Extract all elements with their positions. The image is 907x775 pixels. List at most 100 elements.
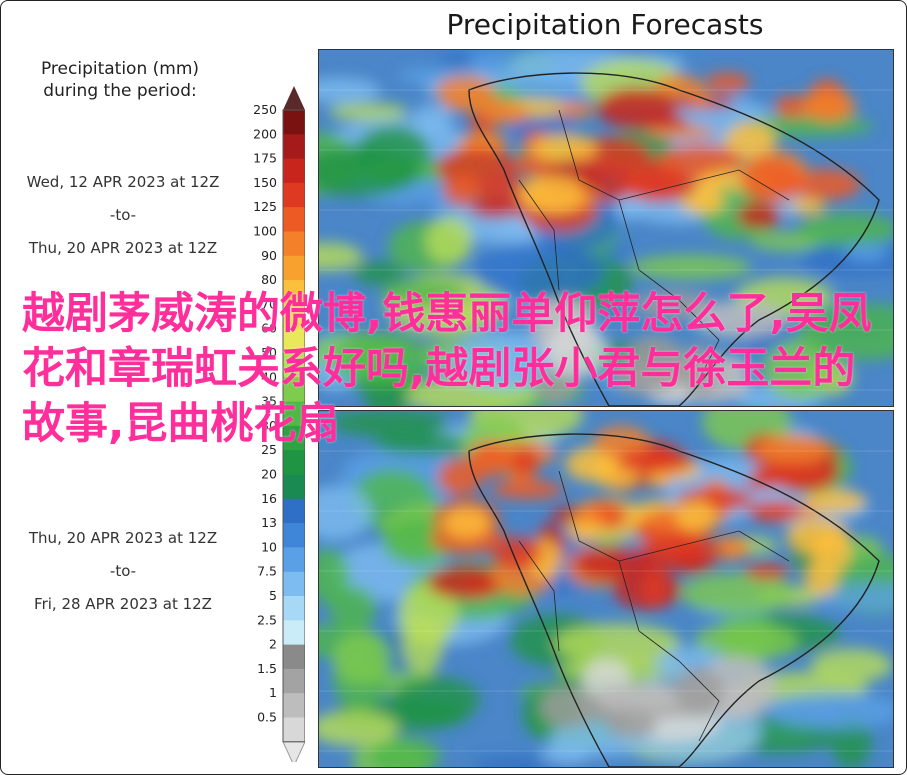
precip-blob bbox=[694, 622, 799, 661]
colorbar-tick-label: 250 bbox=[253, 102, 277, 117]
colorbar-tick-label: 35 bbox=[261, 394, 277, 409]
precip-blob bbox=[382, 518, 452, 566]
heavy-precip-blob bbox=[790, 198, 826, 215]
heavy-precip-blob bbox=[646, 539, 725, 562]
precip-blob bbox=[331, 632, 392, 686]
colorbar-tick-label: 125 bbox=[253, 199, 277, 214]
dry-area-blob bbox=[532, 297, 593, 331]
precip-blob bbox=[629, 254, 752, 280]
colorbar-tick-label: 25 bbox=[261, 442, 277, 457]
colorbar-tick-label: 5 bbox=[269, 588, 277, 603]
heavy-precip-blob bbox=[751, 462, 834, 486]
country-border bbox=[518, 540, 560, 652]
period-1-to: -to- bbox=[109, 206, 137, 224]
colorbar-bin bbox=[283, 474, 305, 500]
forecast-map-period-2 bbox=[318, 410, 894, 768]
heavy-precip-blob bbox=[688, 91, 714, 107]
country-border bbox=[558, 470, 660, 562]
precip-blob bbox=[319, 710, 399, 747]
colorbar-bin bbox=[283, 425, 305, 451]
heavy-precip-blob bbox=[804, 489, 867, 514]
color-scale-bar: 2502001751501251009080706050403530252016… bbox=[253, 86, 305, 762]
colorbar-bin bbox=[283, 377, 305, 403]
precip-blob bbox=[843, 243, 889, 262]
colorbar-bin bbox=[283, 134, 305, 160]
heavy-precip-blob bbox=[679, 191, 726, 214]
colorbar-bin bbox=[283, 110, 305, 135]
heavy-precip-blob bbox=[530, 133, 597, 163]
colorbar-bin bbox=[283, 596, 305, 621]
forecast-map-period-1 bbox=[318, 49, 894, 407]
map-1-canvas bbox=[319, 50, 893, 406]
colorbar-tick-label: 40 bbox=[261, 369, 277, 384]
heavy-precip-blob bbox=[509, 446, 540, 477]
period-2-to: -to- bbox=[109, 562, 137, 580]
precip-blob bbox=[435, 302, 485, 325]
period-2-start: Thu, 20 APR 2023 at 12Z bbox=[28, 529, 218, 547]
colorbar-bin bbox=[283, 547, 305, 573]
precip-blob bbox=[681, 572, 794, 615]
country-border bbox=[678, 299, 720, 381]
colorbar-tick-label: 80 bbox=[261, 272, 277, 287]
precip-blob bbox=[328, 102, 409, 121]
dry-area-blob bbox=[676, 345, 720, 397]
colorbar-tick-label: 2.5 bbox=[257, 612, 277, 627]
heavy-precip-blob bbox=[441, 506, 492, 539]
period-2: Thu, 20 APR 2023 at 12Z -to- Fri, 28 APR… bbox=[0, 522, 246, 621]
colorbar-tick-label: 90 bbox=[261, 248, 277, 263]
dry-area-blob bbox=[633, 290, 715, 320]
colorbar-bin bbox=[283, 255, 305, 281]
colorbar-top-arrow bbox=[283, 86, 305, 110]
period-1-end: Thu, 20 APR 2023 at 12Z bbox=[28, 239, 218, 257]
heavy-precip-blob bbox=[490, 480, 564, 500]
colorbar-bottom-arrow bbox=[282, 741, 305, 762]
precip-blob bbox=[762, 339, 836, 401]
precip-blob bbox=[424, 216, 474, 266]
heavy-precip-blob bbox=[724, 122, 777, 161]
precip-blob bbox=[329, 411, 450, 437]
precip-blob bbox=[319, 485, 373, 541]
heavy-precip-blob bbox=[747, 499, 802, 523]
colorbar-bin bbox=[283, 644, 305, 670]
colorbar-bin bbox=[283, 328, 305, 354]
legend-title-line1: Precipitation (mm) bbox=[40, 59, 200, 79]
colorbar-bin bbox=[283, 231, 305, 257]
precip-blob bbox=[472, 242, 605, 300]
heavy-precip-blob bbox=[427, 565, 506, 600]
heavy-precip-blob bbox=[676, 558, 718, 571]
heavy-precip-blob bbox=[616, 449, 694, 474]
heavy-precip-blob bbox=[620, 168, 697, 203]
colorbar-tick-label: 20 bbox=[261, 467, 277, 482]
precip-blob bbox=[319, 548, 350, 604]
heavy-precip-blob bbox=[492, 536, 542, 570]
heavy-precip-blob bbox=[575, 504, 601, 525]
colorbar-tick-label: 100 bbox=[253, 224, 277, 239]
precip-blob bbox=[319, 77, 381, 104]
heavy-precip-blob bbox=[573, 547, 655, 580]
colorbar-bin bbox=[283, 717, 305, 743]
country-border bbox=[518, 179, 560, 291]
country-border bbox=[658, 530, 790, 562]
heavy-precip-blob bbox=[788, 168, 862, 201]
precip-field bbox=[319, 50, 893, 406]
page-title: Precipitation Forecasts bbox=[446, 8, 764, 41]
colorbar-bin bbox=[283, 693, 305, 718]
colorbar-bin bbox=[283, 450, 305, 475]
country-border bbox=[678, 660, 720, 742]
dry-area-blob bbox=[595, 682, 675, 714]
precip-blob bbox=[352, 261, 405, 285]
heavy-precip-blob bbox=[641, 568, 668, 608]
colorbar-tick-label: 1.5 bbox=[257, 661, 277, 676]
heavy-precip-blob bbox=[740, 160, 804, 203]
heavy-precip-blob bbox=[469, 199, 523, 219]
country-border bbox=[618, 199, 680, 301]
heavy-precip-blob bbox=[593, 425, 650, 459]
precip-blob bbox=[372, 432, 473, 456]
precip-blob bbox=[390, 676, 480, 724]
precip-blob bbox=[319, 145, 421, 197]
period-1-start: Wed, 12 APR 2023 at 12Z bbox=[26, 173, 220, 191]
colorbar-tick-label: 30 bbox=[261, 418, 277, 433]
precip-field bbox=[319, 411, 893, 767]
colorbar-tick-label: 16 bbox=[261, 491, 277, 506]
colorbar-bin bbox=[283, 498, 305, 524]
